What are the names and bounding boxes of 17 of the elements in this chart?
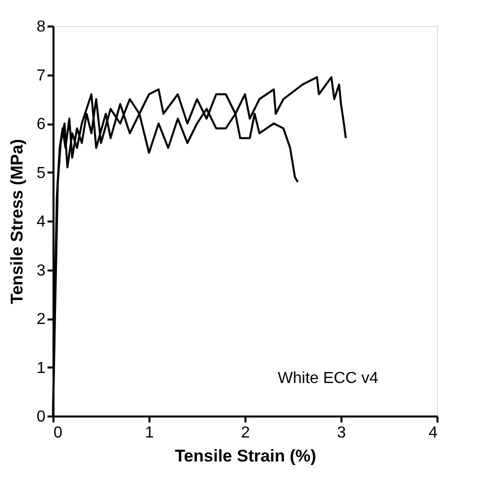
x-tick-label: 2 (241, 424, 250, 442)
x-tick-label: 3 (337, 424, 346, 442)
y-tick-label: 8 (36, 18, 46, 36)
y-tick-label: 1 (36, 360, 46, 377)
y-axis-title: Tensile Stress (MPa) (8, 138, 27, 304)
y-tick-label: 2 (36, 311, 46, 328)
y-tick-label: 7 (36, 67, 46, 84)
x-tick-label: 4 (428, 424, 438, 442)
y-tick-label: 0 (36, 408, 46, 426)
x-axis-title: Tensile Strain (%) (174, 446, 316, 466)
y-tick-label: 5 (36, 164, 46, 182)
y-tick-label: 3 (36, 262, 46, 280)
y-tick-label: 4 (36, 214, 46, 230)
x-tick-label: 1 (145, 424, 154, 442)
y-tick-label: 6 (36, 116, 46, 133)
x-tick-label: 0 (54, 424, 62, 442)
annotation: White ECC v4 (278, 370, 378, 387)
